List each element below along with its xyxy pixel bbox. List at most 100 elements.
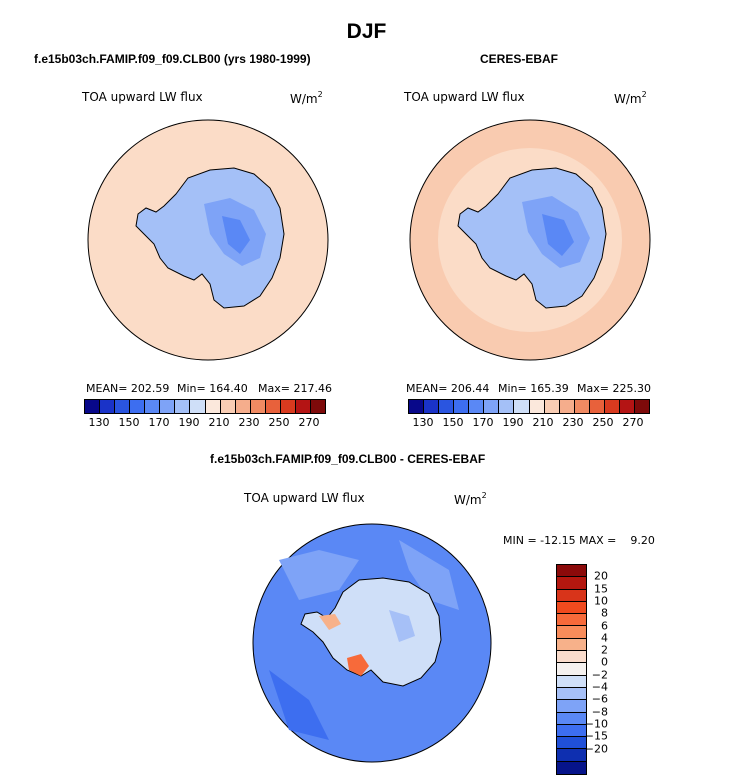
diff-colorbar-tick-label: 6	[601, 619, 608, 632]
colorbar-tick-label: 230	[238, 416, 260, 429]
colorbar-tick-label: 210	[532, 416, 554, 429]
colorbar-swatch	[310, 400, 325, 413]
diff-colorbar-tick-label: 8	[601, 606, 608, 620]
obs-colorbar-ticks: 130 150 170 190 210 230 250 270	[408, 416, 648, 430]
colorbar-tick-label: 130	[412, 416, 434, 429]
obs-mean-stat: MEAN= 206.44	[406, 382, 490, 395]
model-colorbar	[84, 399, 326, 414]
diff-colorbar-tick-label: 15	[594, 582, 608, 596]
diff-colorbar-swatch	[557, 724, 586, 738]
colorbar-swatch	[205, 400, 221, 413]
model-units-label: W/m2	[290, 90, 323, 106]
model-panel-subtitle: f.e15b03ch.FAMIP.f09_f09.CLB00 (yrs 1980…	[34, 52, 311, 66]
colorbar-swatch	[280, 400, 296, 413]
model-antarctica-landmass	[135, 167, 285, 309]
diff-positive-patch-west	[319, 614, 341, 630]
diff-colorbar-tick-label: −6	[591, 692, 608, 706]
colorbar-tick-label: 270	[622, 416, 644, 429]
diff-ocean-patch-sw	[269, 670, 329, 740]
colorbar-swatch	[499, 400, 515, 413]
colorbar-swatch	[130, 400, 146, 413]
colorbar-swatch	[559, 400, 575, 413]
diff-colorbar-swatch	[557, 651, 586, 664]
diff-ocean-patch-nw	[279, 550, 359, 600]
diff-colorbar-tick-label: −8	[591, 705, 608, 719]
diff-colorbar	[556, 564, 587, 775]
diff-colorbar-tick-label: −4	[591, 680, 608, 694]
colorbar-swatch	[265, 400, 281, 413]
diff-colorbar-swatch	[557, 687, 586, 701]
diff-minmax-stat: MIN = -12.15 MAX = 9.20	[503, 534, 655, 547]
colorbar-swatch	[220, 400, 236, 413]
diff-colorbar-swatch	[557, 737, 586, 750]
diff-colorbar-swatch	[557, 638, 586, 652]
colorbar-swatch	[409, 400, 425, 413]
diff-colorbar-tick-label: 10	[594, 594, 608, 608]
model-colorbar-ticks: 130 150 170 190 210 230 250 270	[84, 416, 324, 430]
colorbar-tick-label: 190	[502, 416, 524, 429]
colorbar-tick-label: 170	[472, 416, 494, 429]
diff-antarctica-landmass	[300, 577, 442, 687]
obs-panel-subtitle: CERES-EBAF	[480, 52, 559, 66]
diff-colorbar-swatch	[557, 663, 586, 676]
diff-colorbar-swatch	[557, 675, 586, 688]
diff-variable-label: TOA upward LW flux	[244, 491, 365, 505]
colorbar-tick-label: 270	[298, 416, 320, 429]
obs-polar-map	[409, 119, 651, 361]
colorbar-swatch	[484, 400, 500, 413]
colorbar-tick-label: 130	[88, 416, 110, 429]
colorbar-tick-label: 250	[592, 416, 614, 429]
diff-colorbar-tick-label: −2	[591, 668, 608, 682]
diff-colorbar-swatch	[557, 589, 586, 602]
colorbar-swatch	[85, 400, 101, 413]
colorbar-swatch	[295, 400, 311, 413]
colorbar-swatch	[544, 400, 560, 413]
model-plateau-core	[222, 216, 250, 254]
colorbar-tick-label: 150	[118, 416, 140, 429]
obs-min-stat: Min= 165.39	[498, 382, 569, 395]
diff-colorbar-swatch	[557, 577, 586, 590]
diff-panel-subtitle: f.e15b03ch.FAMIP.f09_f09.CLB00 - CERES-E…	[210, 452, 486, 466]
colorbar-swatch	[634, 400, 649, 413]
obs-max-stat: Max= 225.30	[577, 382, 651, 395]
colorbar-swatch	[235, 400, 251, 413]
colorbar-tick-label: 170	[148, 416, 170, 429]
diff-colorbar-tick-label: 4	[601, 631, 608, 645]
colorbar-tick-label: 210	[208, 416, 230, 429]
colorbar-swatch	[439, 400, 455, 413]
obs-colorbar	[408, 399, 650, 414]
diff-colorbar-tick-label: 2	[601, 643, 608, 657]
diff-colorbar-swatch	[557, 712, 586, 725]
colorbar-swatch	[190, 400, 206, 413]
obs-units-label: W/m2	[614, 90, 647, 106]
colorbar-swatch	[250, 400, 266, 413]
model-polar-map	[87, 119, 329, 361]
diff-colorbar-tick-label: 0	[601, 655, 608, 669]
diff-units-label: W/m2	[454, 491, 487, 507]
diff-colorbar-swatch	[557, 700, 586, 713]
figure-title: DJF	[346, 20, 387, 43]
colorbar-swatch	[424, 400, 440, 413]
model-variable-label: TOA upward LW flux	[82, 90, 203, 104]
colorbar-swatch	[145, 400, 161, 413]
diff-colorbar-tick-label: −15	[584, 729, 608, 743]
colorbar-swatch	[574, 400, 590, 413]
model-mean-stat: MEAN= 202.59	[86, 382, 170, 395]
colorbar-swatch	[175, 400, 191, 413]
diff-colorbar-tick-label: −10	[584, 717, 608, 731]
diff-positive-patch-ross	[347, 654, 369, 676]
colorbar-tick-label: 250	[268, 416, 290, 429]
model-max-stat: Max= 217.46	[258, 382, 332, 395]
obs-variable-label: TOA upward LW flux	[404, 90, 525, 104]
colorbar-swatch	[619, 400, 635, 413]
colorbar-swatch	[100, 400, 116, 413]
colorbar-swatch	[589, 400, 605, 413]
colorbar-swatch	[604, 400, 620, 413]
colorbar-swatch	[514, 400, 530, 413]
diff-negative-patch-interior	[389, 610, 415, 642]
colorbar-swatch	[469, 400, 485, 413]
diff-colorbar-swatch	[557, 565, 586, 578]
diff-colorbar-swatch	[557, 601, 586, 615]
colorbar-swatch	[115, 400, 131, 413]
colorbar-swatch	[454, 400, 470, 413]
